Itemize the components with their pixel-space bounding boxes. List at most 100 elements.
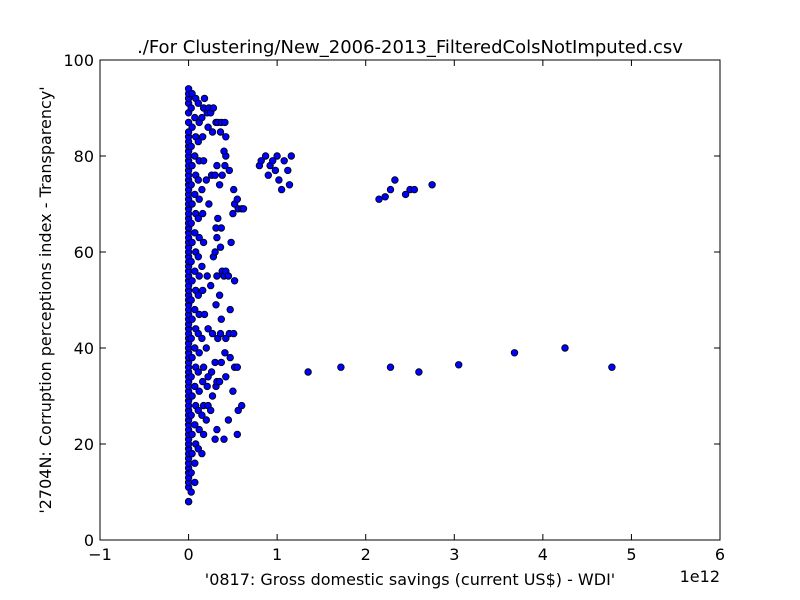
data-point	[191, 267, 199, 275]
x-axis-label: '0817: Gross domestic savings (current U…	[205, 570, 615, 589]
data-point	[401, 190, 410, 199]
data-point	[218, 171, 226, 179]
data-point	[194, 214, 202, 223]
data-point	[208, 128, 217, 136]
data-point	[230, 277, 239, 285]
data-point	[280, 157, 288, 165]
data-point	[608, 363, 616, 371]
data-point	[229, 387, 237, 395]
data-point	[203, 382, 211, 391]
data-point	[561, 344, 569, 352]
data-point	[187, 334, 195, 343]
data-point	[187, 373, 195, 381]
data-point	[428, 181, 436, 189]
data-point	[206, 406, 215, 415]
data-point	[386, 185, 395, 194]
data-point	[277, 185, 286, 194]
data-point	[195, 233, 203, 242]
x-tick-label: 0	[183, 545, 193, 564]
data-point	[208, 329, 217, 338]
data-point	[187, 104, 195, 112]
points-layer	[184, 85, 616, 506]
data-point	[187, 488, 195, 496]
data-point	[198, 449, 206, 458]
data-point	[198, 262, 206, 271]
data-point	[202, 416, 210, 424]
data-point	[216, 329, 225, 338]
data-point	[191, 305, 199, 314]
data-point	[211, 171, 219, 179]
data-point	[213, 161, 221, 170]
data-point	[233, 363, 241, 371]
data-point	[220, 435, 228, 443]
data-point	[415, 368, 423, 376]
data-point	[194, 368, 202, 376]
data-point	[198, 334, 206, 343]
y-tick-label: 0	[84, 531, 94, 550]
data-point	[226, 353, 234, 362]
data-point	[213, 233, 221, 242]
data-point	[188, 392, 196, 400]
x-tick-label: 4	[538, 545, 548, 564]
data-point	[191, 382, 199, 391]
data-point	[198, 185, 206, 194]
data-point	[187, 142, 195, 151]
data-point	[224, 416, 233, 424]
plot-frame	[99, 59, 721, 541]
data-point	[199, 430, 208, 439]
data-point	[194, 406, 202, 415]
data-point	[211, 358, 219, 367]
data-point	[233, 430, 241, 439]
y-tick-label: 40	[74, 339, 94, 358]
data-point	[224, 272, 233, 280]
data-point	[195, 195, 203, 203]
data-point	[191, 113, 199, 122]
x-tick-label: 2	[361, 545, 371, 564]
data-point	[229, 329, 238, 338]
data-point	[194, 291, 202, 299]
y-tick-label: 20	[74, 435, 94, 454]
data-point	[271, 166, 280, 175]
data-point	[261, 152, 270, 160]
data-point	[191, 229, 199, 237]
data-point	[195, 387, 203, 395]
data-point	[213, 272, 221, 280]
data-point	[207, 368, 216, 376]
data-point	[209, 104, 218, 112]
data-point	[188, 315, 196, 323]
data-point	[273, 152, 281, 160]
x-tick-label: 6	[715, 545, 725, 564]
data-point	[455, 361, 463, 369]
data-point	[194, 137, 202, 146]
data-point	[202, 344, 210, 352]
data-point	[386, 363, 395, 371]
data-point	[212, 301, 220, 309]
data-point	[287, 152, 295, 160]
data-point	[216, 128, 225, 136]
data-point	[217, 224, 225, 232]
data-point	[264, 171, 272, 179]
data-point	[194, 99, 202, 107]
data-point	[284, 166, 292, 175]
data-point	[194, 329, 202, 338]
data-point	[195, 272, 203, 280]
data-point	[215, 291, 224, 299]
x-tick-label: 5	[626, 545, 636, 564]
data-point	[204, 325, 212, 333]
data-point	[199, 363, 208, 371]
data-point	[188, 277, 196, 285]
y-tick-label: 60	[74, 243, 94, 262]
data-point	[239, 205, 248, 213]
data-point	[381, 193, 389, 201]
data-point	[191, 421, 199, 429]
data-point	[213, 425, 221, 434]
data-point	[188, 430, 196, 439]
y-tick-label: 80	[74, 147, 94, 166]
y-axis-label: '2704N: Corruption perceptions index - T…	[36, 86, 55, 513]
data-point	[198, 209, 207, 218]
data-point	[206, 281, 215, 290]
data-point	[191, 478, 199, 487]
data-point	[304, 368, 312, 376]
data-point	[211, 248, 219, 256]
chart-title: ./For Clustering/New_2006-2013_FilteredC…	[137, 37, 683, 58]
